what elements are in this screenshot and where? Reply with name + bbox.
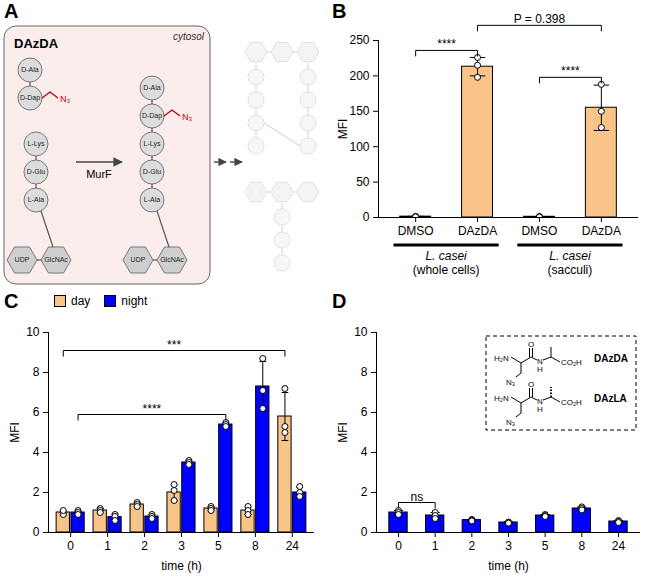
svg-text:(sacculi): (sacculi) (548, 263, 593, 277)
svg-text:GlcNAc: GlcNAc (160, 256, 184, 263)
svg-text:MurF: MurF (86, 168, 112, 180)
svg-text:****: **** (143, 402, 162, 416)
html-text:C: C (4, 290, 19, 312)
svg-text:D-Glu: D-Glu (27, 168, 45, 175)
svg-text:MFI: MFI (336, 119, 350, 140)
svg-text:D-Dap: D-Dap (142, 112, 162, 120)
svg-text:GlcNAc: GlcNAc (44, 256, 68, 263)
svg-text:H₂N: H₂N (494, 354, 509, 363)
svg-text:UDP: UDP (131, 256, 146, 263)
svg-text:150: 150 (349, 104, 369, 118)
svg-text:****: **** (561, 64, 580, 78)
svg-text:N₃: N₃ (60, 94, 70, 104)
svg-text:10: 10 (26, 325, 40, 339)
svg-text:time (h): time (h) (161, 559, 202, 573)
svg-text:N₃: N₃ (182, 112, 192, 122)
svg-text:100: 100 (349, 140, 369, 154)
svg-text:DAzDA: DAzDA (458, 224, 497, 238)
svg-text:6: 6 (33, 405, 40, 419)
svg-text:O: O (528, 340, 534, 349)
svg-text:D-Ala: D-Ala (21, 66, 39, 73)
html-text:A: A (4, 0, 19, 22)
svg-text:3: 3 (178, 539, 185, 553)
svg-text:8: 8 (33, 365, 40, 379)
svg-text:****: **** (437, 37, 456, 51)
html-text:night: night (121, 294, 148, 308)
svg-text:2: 2 (141, 539, 148, 553)
svg-text:D-Dap: D-Dap (20, 94, 40, 102)
svg-text:DAzDA: DAzDA (14, 36, 59, 51)
svg-text:***: *** (167, 338, 181, 352)
svg-text:L-Lys: L-Lys (144, 140, 161, 148)
svg-text:MFI: MFI (336, 422, 350, 443)
svg-text:0: 0 (363, 210, 370, 224)
svg-text:DAzLA: DAzLA (594, 393, 627, 404)
svg-text:DMSO: DMSO (521, 224, 557, 238)
svg-text:8: 8 (361, 365, 368, 379)
svg-text:H: H (537, 405, 543, 414)
svg-text:5: 5 (542, 539, 549, 553)
svg-text:CO₂H: CO₂H (561, 358, 582, 367)
svg-text:H: H (537, 365, 543, 374)
svg-text:0: 0 (33, 525, 40, 539)
svg-text:200: 200 (349, 69, 369, 83)
svg-text:D-Ala: D-Ala (143, 84, 161, 91)
svg-text:L. casei: L. casei (549, 249, 591, 263)
svg-text:L. casei: L. casei (425, 249, 467, 263)
html-text:D: D (332, 290, 347, 312)
svg-text:MFI: MFI (8, 422, 22, 443)
svg-text:24: 24 (286, 539, 300, 553)
svg-text:O: O (528, 380, 534, 389)
svg-text:2: 2 (361, 485, 368, 499)
svg-text:N: N (537, 357, 543, 366)
svg-text:0: 0 (361, 525, 368, 539)
svg-text:DAzDA: DAzDA (582, 224, 621, 238)
svg-text:0: 0 (395, 539, 402, 553)
svg-text:8: 8 (578, 539, 585, 553)
svg-text:CO₂H: CO₂H (561, 398, 582, 407)
svg-text:L-Lys: L-Lys (28, 140, 45, 148)
svg-text:5: 5 (215, 539, 222, 553)
svg-text:2: 2 (33, 485, 40, 499)
svg-text:L-Ala: L-Ala (144, 196, 160, 203)
svg-text:6: 6 (361, 405, 368, 419)
svg-text:250: 250 (349, 33, 369, 47)
svg-text:ns: ns (410, 490, 423, 504)
svg-text:3: 3 (505, 539, 512, 553)
svg-text:UDP: UDP (15, 256, 30, 263)
svg-text:10: 10 (354, 325, 368, 339)
html-text:B: B (332, 0, 347, 22)
svg-text:L-Ala: L-Ala (28, 196, 44, 203)
svg-text:24: 24 (612, 539, 626, 553)
svg-text:1: 1 (432, 539, 439, 553)
svg-text:DAzDA: DAzDA (594, 353, 628, 364)
svg-text:H₂N: H₂N (494, 394, 509, 403)
svg-text:P = 0.398: P = 0.398 (514, 12, 566, 26)
svg-text:50: 50 (356, 175, 370, 189)
svg-text:8: 8 (252, 539, 259, 553)
svg-text:N₃: N₃ (506, 418, 515, 427)
svg-text:1: 1 (104, 539, 111, 553)
svg-text:D-Glu: D-Glu (143, 168, 161, 175)
svg-text:2: 2 (468, 539, 475, 553)
svg-text:4: 4 (361, 445, 368, 459)
svg-text:DMSO: DMSO (398, 224, 434, 238)
svg-text:0: 0 (67, 539, 74, 553)
svg-text:cytosol: cytosol (173, 31, 205, 42)
html-text:day: day (71, 294, 91, 308)
svg-text:4: 4 (33, 445, 40, 459)
svg-text:(whole cells): (whole cells) (413, 263, 480, 277)
svg-text:time (h): time (h) (488, 559, 529, 573)
svg-text:N: N (537, 397, 543, 406)
svg-text:N₃: N₃ (506, 378, 515, 387)
